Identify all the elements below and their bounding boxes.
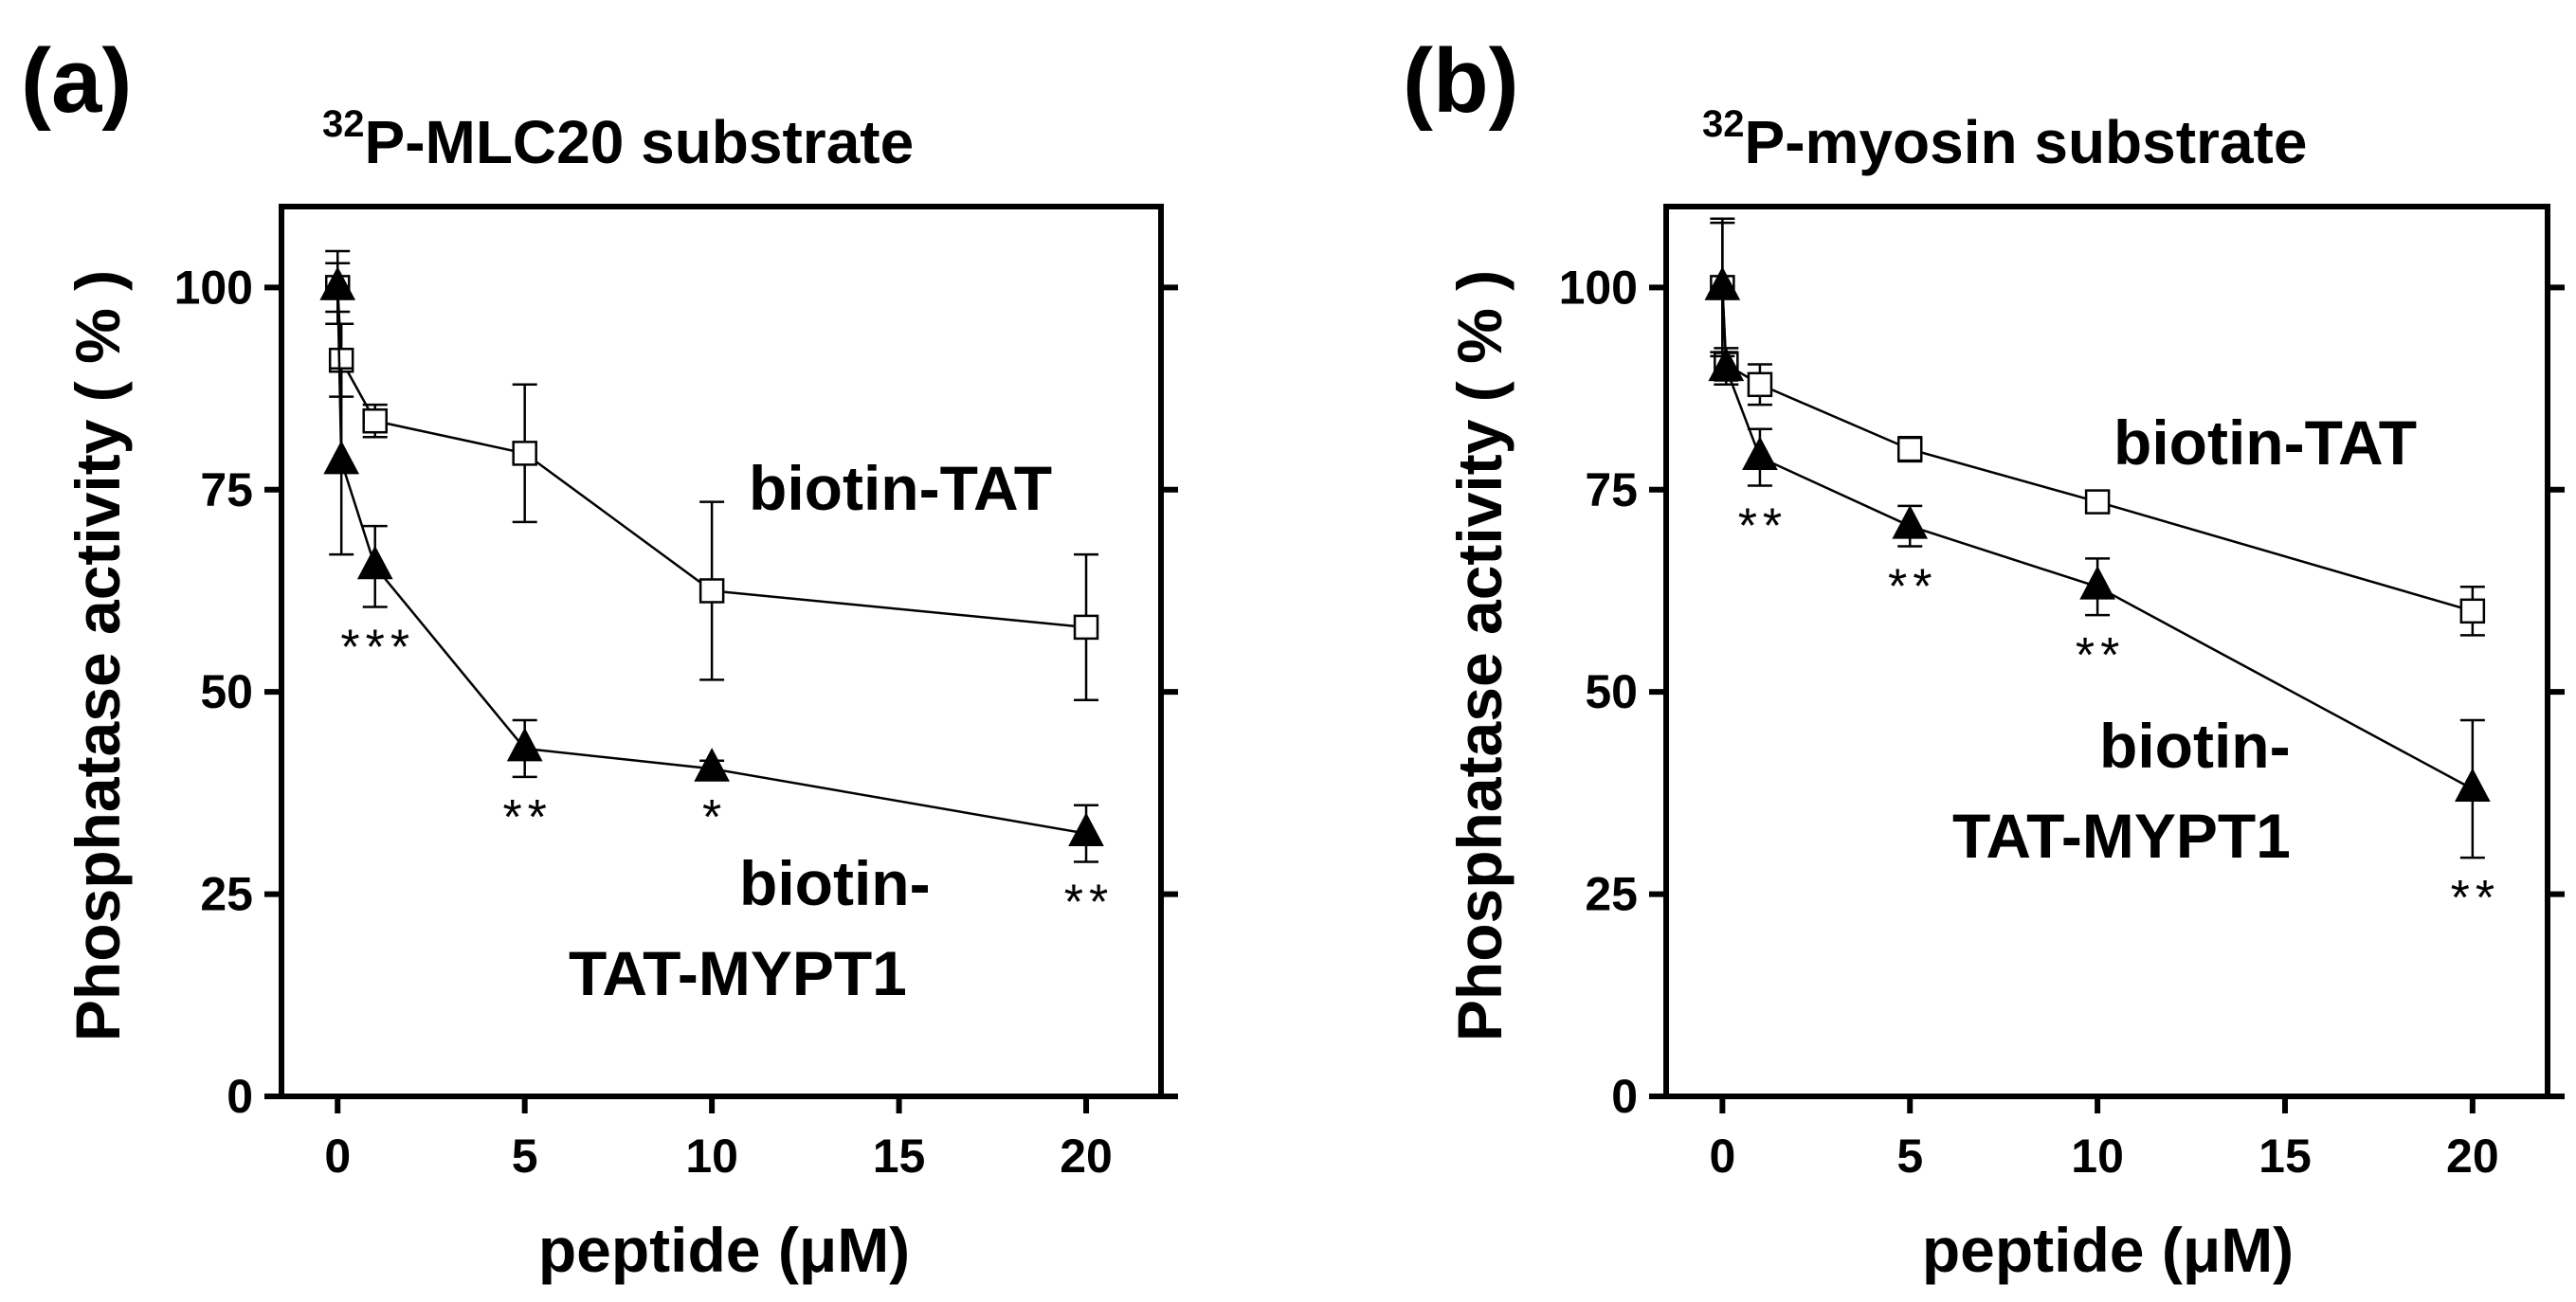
panel-a-x-tick-label: 0: [324, 1130, 351, 1183]
panel-b-significance-marker: **: [1738, 499, 1787, 554]
panel-a: (a) 32P-MLC20 substrate Phosphatase acti…: [21, 30, 914, 1285]
panel-b-title-superscript: 32: [1702, 103, 1745, 145]
panel-a-significance-marker: ***: [340, 621, 415, 676]
panel-b-data-point-triangle: [1742, 436, 1778, 471]
panel-b-data-point-triangle: [1704, 266, 1741, 300]
panel-a-x-tick-label: 15: [873, 1130, 926, 1183]
panel-a-y-tick-label: 100: [174, 261, 253, 314]
panel-a-title-superscript: 32: [322, 103, 365, 145]
panel-a-y-tick-label: 75: [200, 463, 253, 516]
panel-a-data-point-triangle: [319, 266, 356, 300]
panel-a-title-text: P-MLC20 substrate: [365, 108, 915, 176]
panel-b-significance-marker: **: [2451, 871, 2500, 926]
panel-b-significance-marker: **: [2076, 628, 2125, 683]
panel-a-significance-marker: **: [1064, 875, 1114, 930]
panel-b-letter: (b): [1403, 30, 1519, 132]
panel-a-x-tick-label: 20: [1060, 1130, 1113, 1183]
panel-a-data-point-square: [1073, 614, 1099, 641]
panel-b-data-point-square: [2459, 598, 2486, 624]
panel-b-data-point-triangle: [2079, 566, 2115, 600]
panel-b-title: 32P-myosin substrate: [1702, 103, 2307, 176]
panel-b-data-point-triangle: [2455, 768, 2491, 803]
panel-a-significance-marker: *: [702, 790, 727, 845]
panel-a-plot-frame: [279, 204, 1164, 1099]
panel-b-y-axis-label: Phosphatase activity ( % ): [1444, 270, 1515, 1041]
panel-a-series-label: biotin-TAT: [749, 453, 1052, 523]
panel-b-x-tick-label: 15: [2259, 1130, 2312, 1183]
panel-a-x-tick-label: 5: [512, 1130, 538, 1183]
panel-b-y-tick-label: 25: [1585, 868, 1638, 921]
panel-b-data-point-triangle: [1892, 505, 1929, 539]
panel-a-x-axis-label: peptide (μM): [538, 1215, 910, 1285]
panel-b-series-biotin-tat-mypt1: ** ** ** **: [1704, 217, 2500, 926]
panel-b-plot-frame: [1663, 204, 2550, 1099]
panel-b-x-tick-label: 20: [2446, 1130, 2499, 1183]
panel-b-plot-area: 0 25 50 75 100 0 5 10 15 20 ** ** ** ** biotin-TAT biot…: [1559, 204, 2565, 1183]
panel-a-title: 32P-MLC20 substrate: [322, 103, 914, 176]
panel-b-x-tick-label: 10: [2071, 1130, 2124, 1183]
panel-a-y-axis-label: Phosphatase activity ( % ): [63, 270, 133, 1041]
panel-a-y-tick-label: 25: [200, 868, 253, 921]
panel-b-y-tick-label: 75: [1585, 463, 1638, 516]
panel-b-data-point-triangle: [1708, 347, 1745, 382]
panel-b-data-point-square: [1896, 436, 1923, 462]
panel-b: (b) 32P-myosin substrate Phosphatase act…: [1403, 30, 2307, 1285]
panel-b-data-point-square: [1747, 371, 1773, 398]
panel-a-series-label: biotin-: [739, 848, 931, 918]
panel-a-series-biotin-tat: [324, 262, 1099, 701]
panel-a-series-label: TAT-MYPT1: [569, 938, 907, 1008]
panel-b-data-point-square: [2084, 489, 2111, 515]
panel-a-y-tick-label: 0: [227, 1070, 253, 1123]
panel-a-letter: (a): [21, 30, 132, 132]
panel-a-y-tick-label: 50: [200, 665, 253, 718]
panel-b-series-label: TAT-MYPT1: [1952, 801, 2291, 871]
panel-b-series-line: [1721, 287, 2474, 790]
panel-a-data-point-square: [512, 441, 537, 466]
panel-a-data-point-triangle: [1068, 812, 1104, 846]
panel-a-data-point-square: [698, 578, 725, 604]
panel-b-significance-marker: **: [1888, 560, 1937, 615]
panel-a-data-point-triangle: [694, 748, 730, 782]
panel-a-data-point-triangle: [356, 545, 393, 580]
panel-b-x-axis-label: peptide (μM): [1922, 1215, 2294, 1285]
panel-b-y-tick-label: 50: [1585, 665, 1638, 718]
panel-b-y-tick-label: 100: [1559, 261, 1638, 314]
panel-a-data-point-square: [362, 407, 388, 434]
panel-b-title-text: P-myosin substrate: [1745, 108, 2308, 176]
panel-a-x-tick-label: 10: [685, 1130, 738, 1183]
panel-a-data-point-triangle: [506, 727, 543, 762]
panel-b-x-tick-label: 0: [1709, 1130, 1735, 1183]
panel-a-series-biotin-tat-mypt1: ***** ***: [319, 249, 1114, 930]
panel-b-series-label: biotin-TAT: [2113, 407, 2417, 478]
panel-a-significance-marker: **: [502, 790, 552, 845]
panel-a-data-point-triangle: [323, 440, 360, 475]
panel-b-y-tick-label: 0: [1611, 1070, 1638, 1123]
panel-b-x-tick-label: 5: [1896, 1130, 1923, 1183]
panel-b-series-label: biotin-: [2099, 711, 2291, 781]
